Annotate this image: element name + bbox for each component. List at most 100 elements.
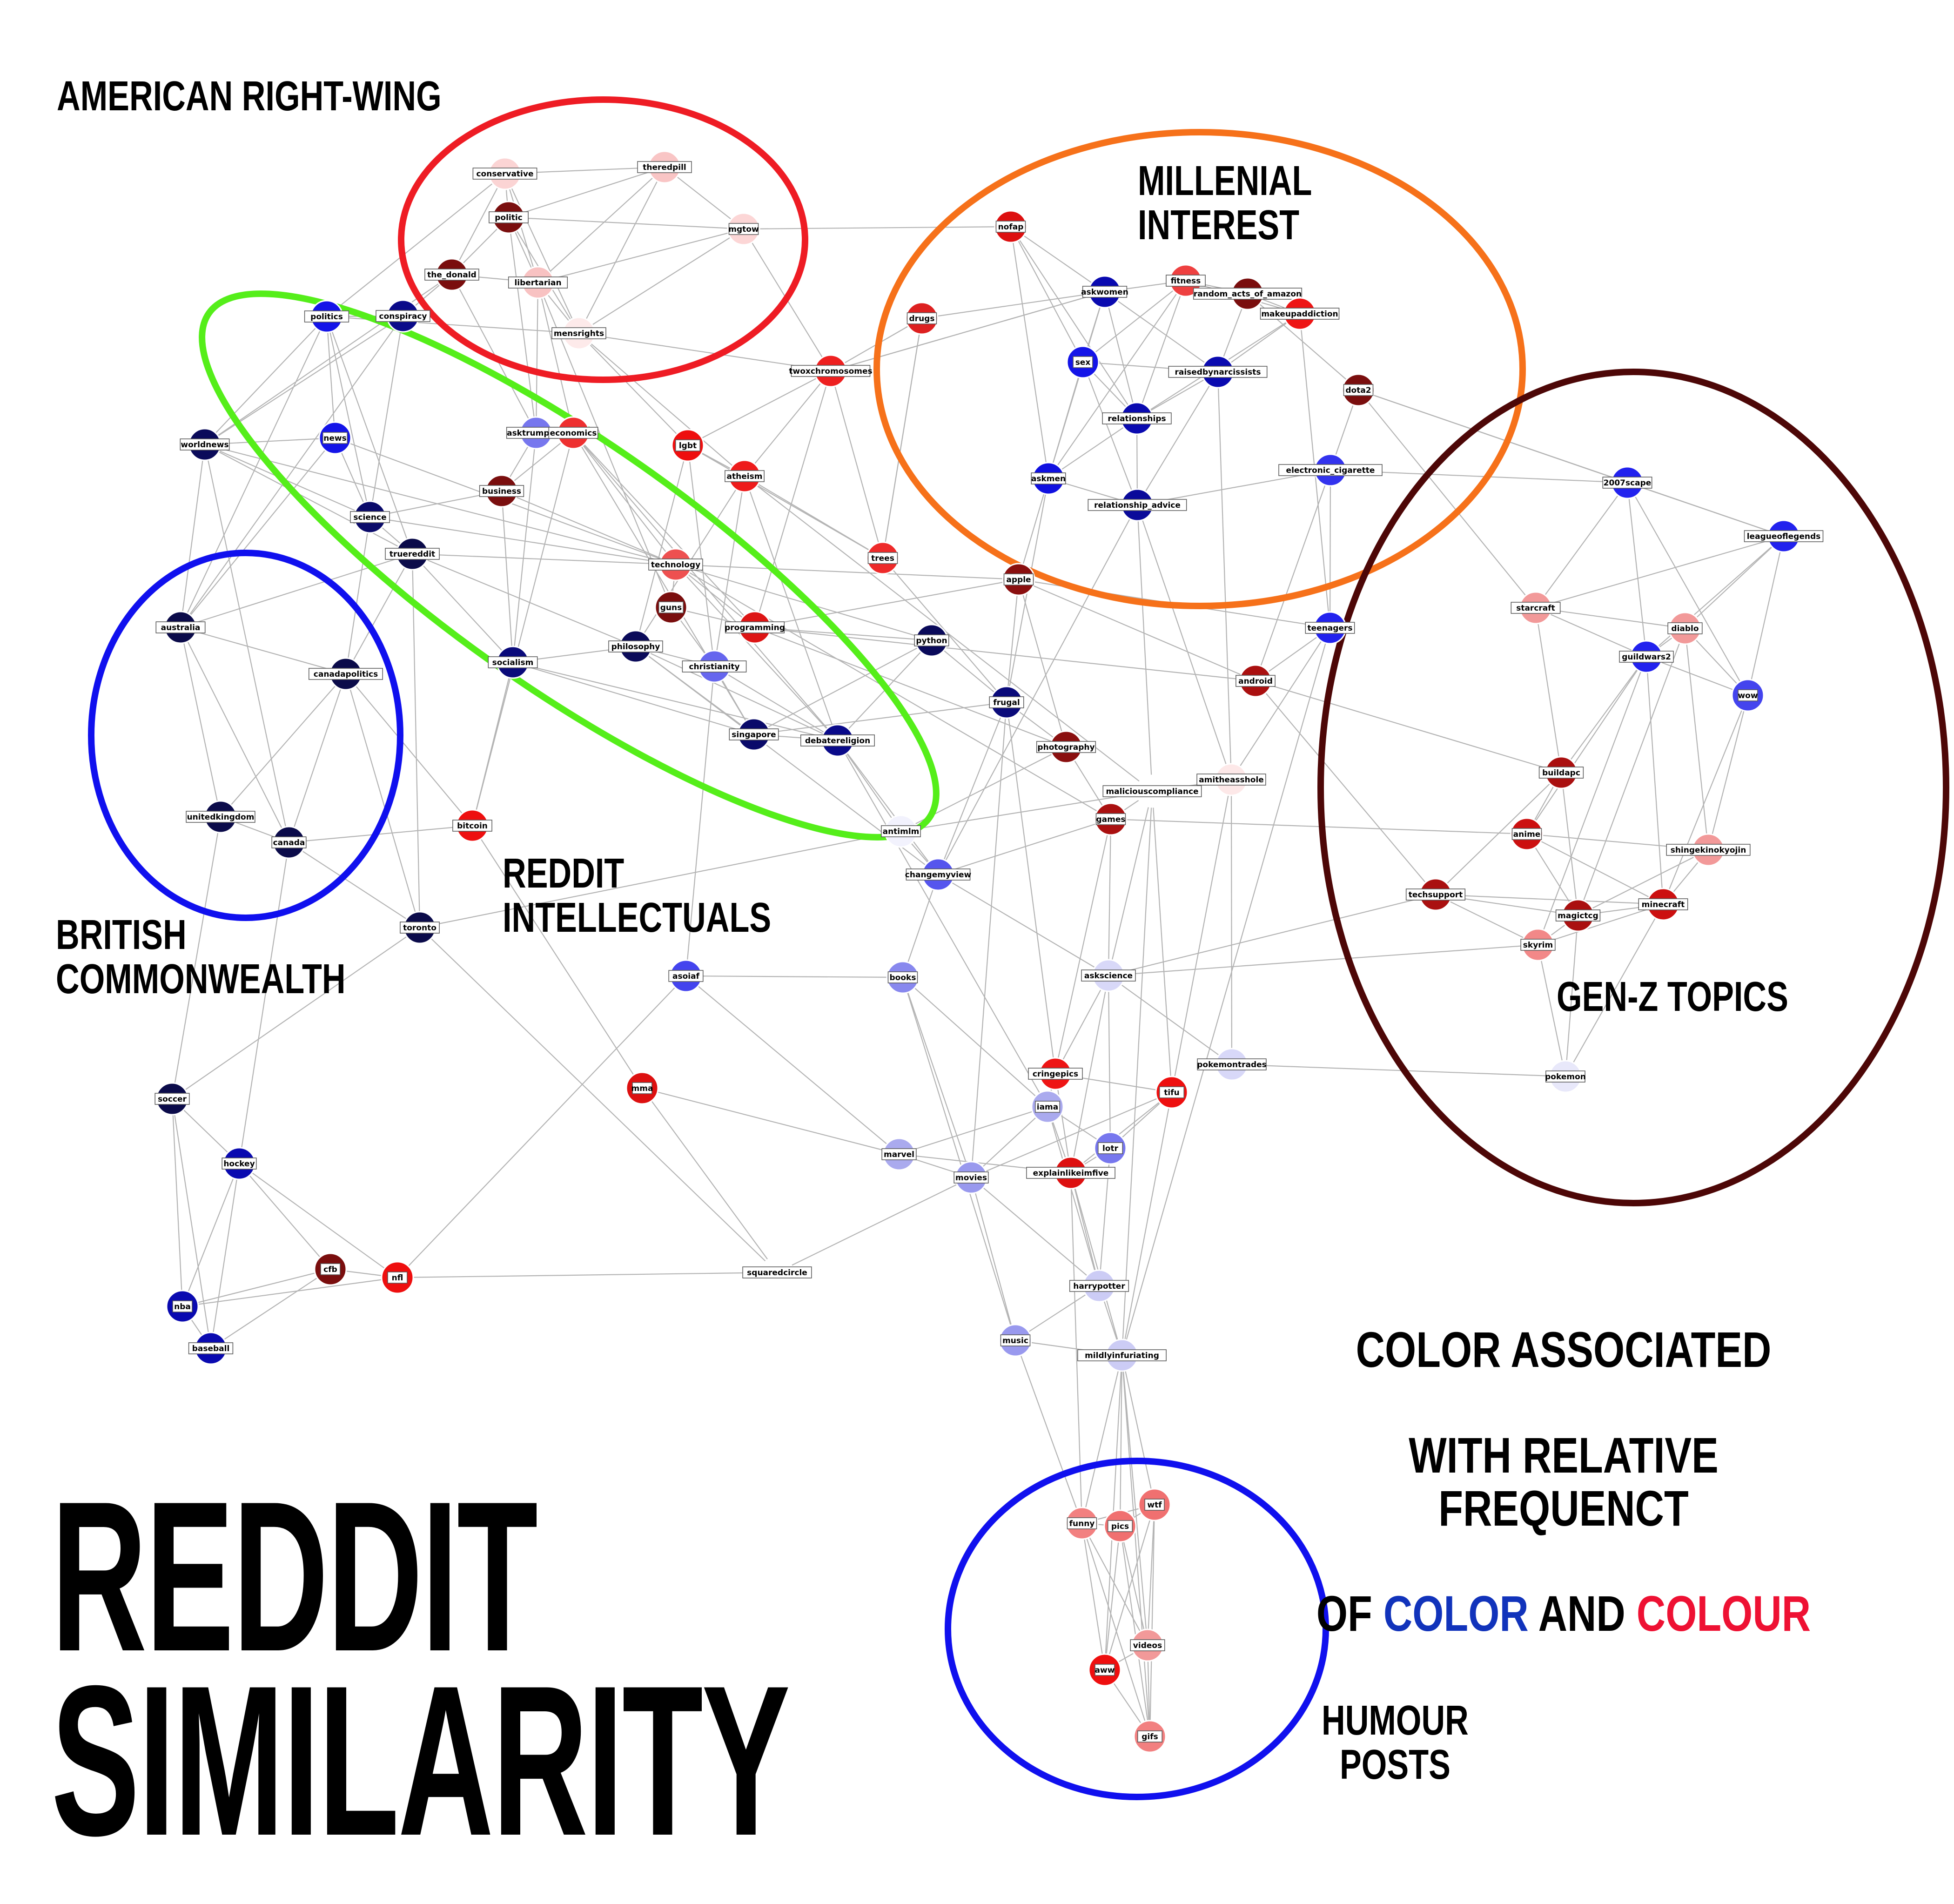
node-relationships[interactable]: relationships xyxy=(1102,402,1172,435)
node-label-baseball: baseball xyxy=(192,1344,230,1353)
node-politic[interactable]: politic xyxy=(489,201,529,234)
node-changemyview[interactable]: changemyview xyxy=(905,858,972,891)
node-frugal[interactable]: frugal xyxy=(989,686,1024,719)
node-economics[interactable]: economics xyxy=(548,416,598,450)
node-canadapolitics[interactable]: canadapolitics xyxy=(309,657,383,691)
node-relationship_advice[interactable]: relationship_advice xyxy=(1088,488,1187,522)
node-australia[interactable]: australia xyxy=(155,611,206,644)
node-askwomen[interactable]: askwomen xyxy=(1081,275,1128,309)
node-guildwars2[interactable]: guildwars2 xyxy=(1619,640,1674,673)
node-magictcg[interactable]: magictcg xyxy=(1555,899,1601,932)
node-pokemon[interactable]: pokemon xyxy=(1545,1060,1586,1093)
node-photography[interactable]: photography xyxy=(1036,730,1096,764)
node-singapore[interactable]: singapore xyxy=(729,718,779,751)
node-aww[interactable]: aww xyxy=(1088,1653,1121,1687)
node-soccer[interactable]: soccer xyxy=(154,1082,190,1116)
node-wow[interactable]: wow xyxy=(1731,679,1765,712)
edge-skyrim-pokemon xyxy=(1537,944,1566,1077)
node-games[interactable]: games xyxy=(1094,802,1128,836)
node-sex[interactable]: sex xyxy=(1066,345,1100,379)
node-shingekinokyojin[interactable]: shingekinokyojin xyxy=(1666,833,1751,867)
node-toronto[interactable]: toronto xyxy=(400,911,440,944)
node-hockey[interactable]: hockey xyxy=(222,1147,257,1180)
node-mensrights[interactable]: mensrights xyxy=(551,316,606,350)
node-libertarian[interactable]: libertarian xyxy=(508,266,568,299)
node-theredpill[interactable]: theredpill xyxy=(637,150,692,184)
node-tifu[interactable]: tifu xyxy=(1155,1076,1189,1109)
node-techsupport[interactable]: techsupport xyxy=(1405,878,1466,911)
node-askmen[interactable]: askmen xyxy=(1031,462,1066,495)
node-truereddit[interactable]: truereddit xyxy=(385,537,440,571)
node-music[interactable]: music xyxy=(999,1324,1032,1357)
node-baseball[interactable]: baseball xyxy=(188,1332,234,1365)
node-christianity[interactable]: christianity xyxy=(682,650,747,683)
node-mma[interactable]: mma xyxy=(625,1071,659,1105)
node-nfl[interactable]: nfl xyxy=(381,1261,414,1294)
node-programming[interactable]: programming xyxy=(725,611,785,644)
node-iama[interactable]: iama xyxy=(1031,1090,1064,1124)
node-debatereligion[interactable]: debatereligion xyxy=(800,724,875,757)
node-movies[interactable]: movies xyxy=(953,1161,989,1194)
node-science[interactable]: science xyxy=(350,500,390,534)
node-teenagers[interactable]: teenagers xyxy=(1305,611,1355,645)
node-unitedkingdom[interactable]: unitedkingdom xyxy=(186,800,255,834)
node-makeupaddiction[interactable]: makeupaddiction xyxy=(1260,297,1340,330)
node-pics[interactable]: pics xyxy=(1103,1509,1137,1543)
node-lotr[interactable]: lotr xyxy=(1094,1131,1127,1165)
node-squaredcircle[interactable]: squaredcircle xyxy=(742,1256,812,1289)
node-news[interactable]: news xyxy=(318,421,352,455)
node-marvel[interactable]: marvel xyxy=(881,1137,917,1171)
node-maliciouscompliance[interactable]: maliciouscompliance xyxy=(1102,774,1202,808)
node-apple[interactable]: apple xyxy=(1002,563,1035,596)
node-leagueoflegends[interactable]: leagueoflegends xyxy=(1744,519,1824,553)
node-antimlm[interactable]: antimlm xyxy=(881,814,921,848)
node-amitheasshole[interactable]: amitheasshole xyxy=(1196,763,1266,796)
node-diablo[interactable]: diablo xyxy=(1667,612,1703,645)
node-explainlikeimfive[interactable]: explainlikeimfive xyxy=(1026,1156,1115,1190)
node-atheism[interactable]: atheism xyxy=(725,459,765,493)
node-nofap[interactable]: nofap xyxy=(994,210,1027,243)
node-twoxchromosomes[interactable]: twoxchromosomes xyxy=(789,354,873,388)
node-canada[interactable]: canada xyxy=(271,826,307,859)
node-socialism[interactable]: socialism xyxy=(488,646,538,679)
node-cfb[interactable]: cfb xyxy=(314,1252,347,1286)
node-random_acts_of_amazon[interactable]: random_acts_of_amazon xyxy=(1193,277,1303,310)
node-python[interactable]: python xyxy=(914,624,949,657)
node-business[interactable]: business xyxy=(479,474,524,508)
node-cringepics[interactable]: cringepics xyxy=(1028,1057,1083,1090)
node-2007scape[interactable]: 2007scape xyxy=(1602,466,1652,499)
node-nba[interactable]: nba xyxy=(166,1290,199,1323)
node-conservative[interactable]: conservative xyxy=(472,157,537,190)
node-mildlyinfuriating[interactable]: mildlyinfuriating xyxy=(1077,1339,1167,1372)
node-wtf[interactable]: wtf xyxy=(1138,1488,1171,1521)
node-trees[interactable]: trees xyxy=(866,541,900,575)
node-asksciencee[interactable]: askscience xyxy=(1081,959,1136,992)
node-dota2[interactable]: dota2 xyxy=(1342,373,1375,407)
node-politics[interactable]: politics xyxy=(304,300,349,333)
node-starcraft[interactable]: starcraft xyxy=(1511,591,1561,625)
node-buildapc[interactable]: buildapc xyxy=(1538,756,1584,789)
node-harrypotter[interactable]: harrypotter xyxy=(1069,1269,1129,1303)
node-minecraft[interactable]: minecraft xyxy=(1638,888,1688,921)
node-drugs[interactable]: drugs xyxy=(905,302,939,335)
node-mgtow[interactable]: mgtow xyxy=(727,212,760,246)
node-pokemontrades[interactable]: pokemontrades xyxy=(1197,1048,1267,1081)
node-funny[interactable]: funny xyxy=(1065,1507,1099,1540)
node-skyrim[interactable]: skyrim xyxy=(1520,928,1556,962)
node-videos[interactable]: videos xyxy=(1130,1628,1165,1662)
node-android[interactable]: android xyxy=(1236,664,1276,698)
node-worldnews[interactable]: worldnews xyxy=(180,428,230,461)
node-lgbt[interactable]: lgbt xyxy=(671,429,705,462)
node-philosophy[interactable]: philosophy xyxy=(608,630,663,663)
node-bitcoin[interactable]: bitcoin xyxy=(452,809,492,842)
node-electronic_cigarette[interactable]: electronic_cigarette xyxy=(1278,453,1383,487)
node-conspiracy[interactable]: conspiracy xyxy=(376,299,430,333)
node-gifs[interactable]: gifs xyxy=(1133,1720,1167,1753)
node-books[interactable]: books xyxy=(886,961,920,994)
node-technology[interactable]: technology xyxy=(648,548,703,581)
node-raisedbynarcissists[interactable]: raisedbynarcissists xyxy=(1168,355,1268,389)
node-guns[interactable]: guns xyxy=(654,591,688,624)
node-anime[interactable]: anime xyxy=(1510,817,1544,851)
node-the_donald[interactable]: the_donald xyxy=(424,258,479,291)
node-asoiaf[interactable]: asoiaf xyxy=(668,959,704,993)
